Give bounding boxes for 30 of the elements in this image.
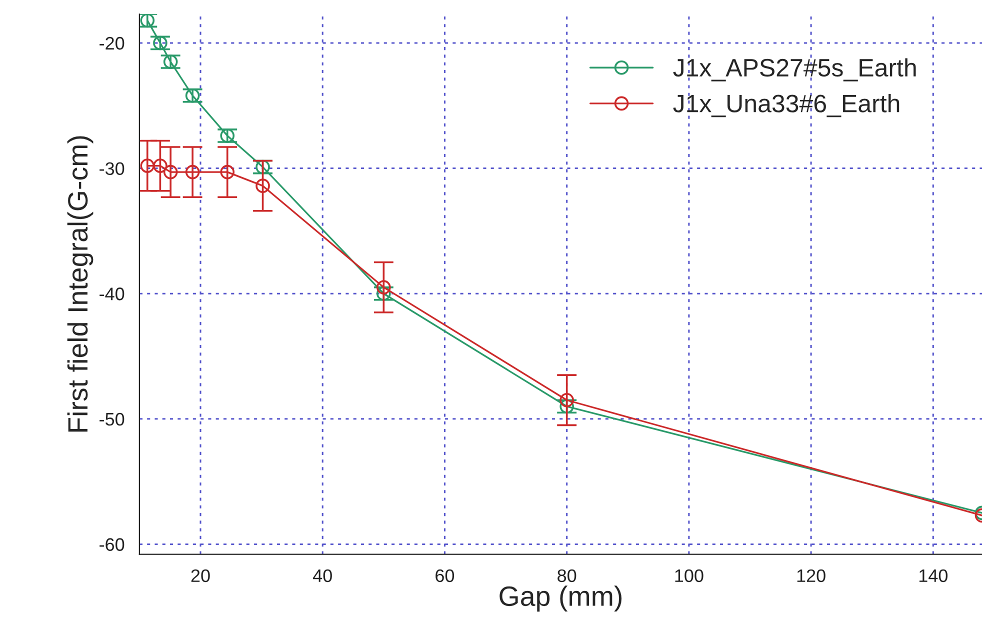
x-tick-label: 140	[919, 569, 948, 582]
point	[185, 164, 200, 180]
y-tick-label: -40	[100, 288, 124, 300]
x-tick-label: 20	[191, 569, 210, 582]
point	[140, 158, 155, 173]
x-tick-label: 100	[675, 569, 704, 582]
y-tick-label: -30	[100, 162, 124, 176]
point	[153, 158, 168, 173]
point	[163, 54, 178, 69]
x-tick-label: 120	[797, 569, 826, 582]
point	[163, 164, 178, 180]
x-tick-label: 60	[436, 569, 454, 582]
x-tick-label: 40	[312, 569, 332, 582]
point	[220, 164, 235, 180]
point	[185, 88, 200, 103]
point	[376, 280, 391, 294]
y-tick-label: -20	[100, 36, 124, 50]
point	[256, 160, 270, 174]
point	[153, 36, 168, 50]
y-tick-label: -60	[100, 538, 124, 551]
point	[256, 178, 270, 193]
x-tick-label: 80	[558, 569, 576, 582]
legend-label: J1x_APS27#5s_Earth	[673, 58, 916, 82]
x-axis-title: Gap (mm)	[500, 586, 622, 612]
point	[140, 14, 155, 28]
point	[376, 286, 391, 301]
legend-label: J1x_Una33#6_Earth	[673, 94, 900, 118]
point	[220, 128, 235, 143]
y-axis-title: First field Integral(G-cm)	[67, 136, 94, 432]
y-tick-label: -50	[100, 412, 124, 426]
